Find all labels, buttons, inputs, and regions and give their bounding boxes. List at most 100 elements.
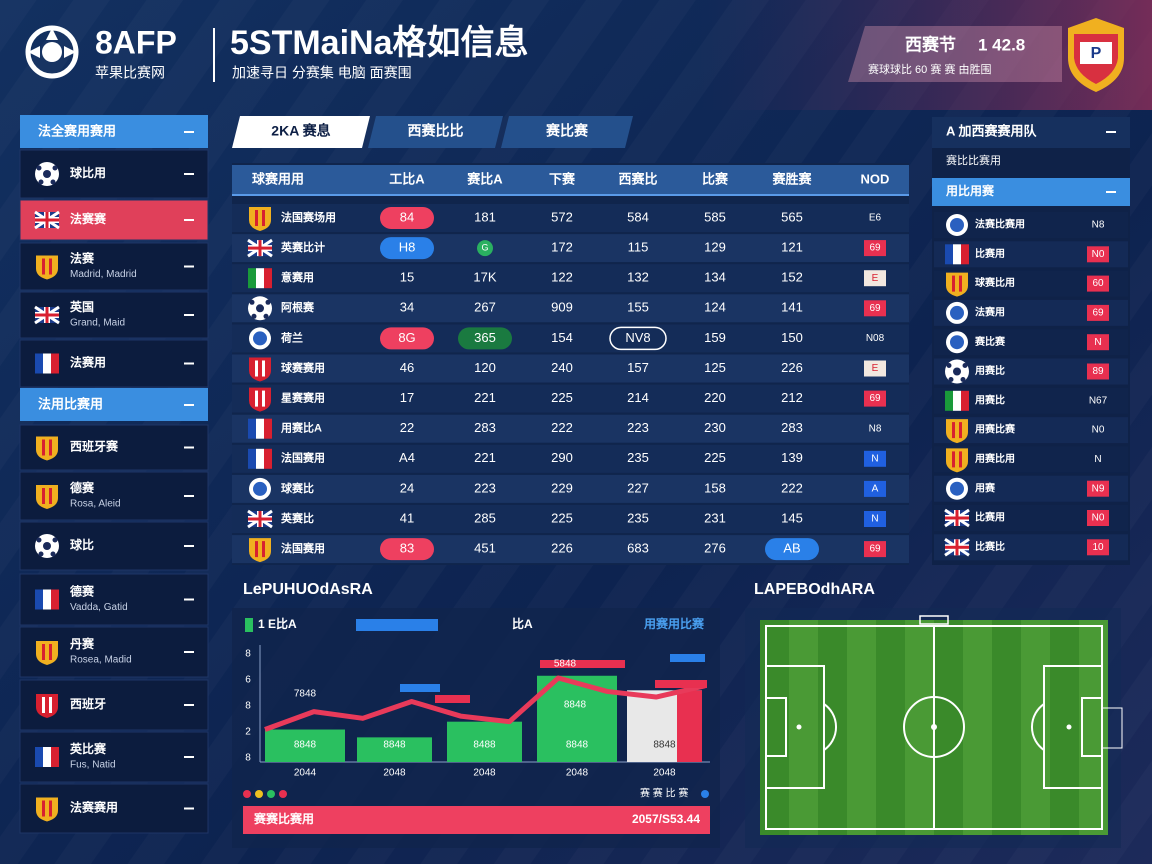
table-row[interactable] — [232, 505, 909, 533]
footer-bar[interactable] — [243, 806, 710, 834]
badge-text: 69 — [869, 544, 881, 555]
dot — [267, 790, 275, 798]
cell: 212 — [781, 390, 803, 405]
team-icon — [946, 301, 968, 324]
table-row[interactable] — [232, 294, 909, 323]
table-row[interactable] — [232, 324, 909, 353]
cell: NV8 — [625, 330, 650, 345]
badge-text: N8 — [869, 423, 882, 434]
icon-part — [36, 694, 58, 718]
cell: 223 — [627, 420, 649, 435]
icon-part — [49, 258, 52, 275]
cell: 150 — [781, 330, 803, 345]
badge — [864, 541, 886, 558]
row-value: N0 — [1092, 425, 1105, 436]
cell: 221 — [474, 390, 496, 405]
team-name: 球赛比 — [281, 481, 314, 495]
table-row[interactable] — [232, 444, 909, 473]
badge — [864, 480, 886, 497]
team-icon — [249, 207, 271, 231]
team-name: 英赛比 — [280, 511, 314, 525]
table-row[interactable] — [232, 204, 909, 232]
team-icon — [36, 436, 58, 461]
team-icon — [248, 418, 272, 439]
item-name: 丹赛 — [70, 636, 95, 651]
table-row[interactable] — [232, 414, 909, 443]
cell: 34 — [400, 300, 414, 315]
tab[interactable] — [368, 116, 503, 148]
row-value: N0 — [1092, 513, 1105, 524]
icon-part — [955, 510, 959, 526]
icon-part — [262, 210, 265, 226]
score-sub: 赛球球比 60 赛 赛 由胜围 — [868, 62, 991, 76]
table-row[interactable] — [232, 384, 909, 413]
badge-text: E — [872, 363, 879, 374]
axis-label: 8 — [245, 649, 251, 660]
badge — [1087, 334, 1109, 351]
score-value: 1 42.8 — [978, 35, 1025, 54]
column-header: 比赛 — [702, 171, 729, 186]
cell: 225 — [704, 450, 726, 465]
team-name: 法国赛用 — [281, 451, 325, 465]
tab[interactable] — [501, 116, 633, 148]
team-icon — [36, 797, 58, 822]
cell: 223 — [474, 480, 496, 495]
cell: 909 — [551, 300, 573, 315]
team-icon — [247, 509, 273, 529]
pill — [477, 240, 493, 257]
icon-part — [35, 589, 43, 610]
icon-part — [265, 299, 271, 305]
icon-part — [248, 418, 256, 439]
team-icon — [35, 747, 59, 767]
team-icon — [35, 589, 59, 610]
team-icon — [35, 162, 59, 186]
annotation: 8848 — [564, 700, 587, 711]
team-icon — [34, 210, 60, 230]
pitch-title: LAPEBOdhARA — [754, 581, 875, 598]
team-icon — [35, 353, 59, 374]
badge — [1087, 304, 1109, 321]
cell: 365 — [474, 330, 496, 345]
row-name: 法赛用 — [975, 306, 1005, 319]
badge — [864, 270, 886, 287]
icon-part — [43, 589, 51, 610]
cell: 230 — [704, 420, 726, 435]
team-icon — [249, 477, 271, 500]
table-row[interactable] — [232, 474, 909, 503]
chart-tag — [590, 660, 625, 668]
panel-sub: 赛比比赛用 — [946, 153, 1001, 167]
badge — [1087, 510, 1109, 526]
footer-label: 赛赛比赛用 — [253, 811, 314, 826]
team-icon — [946, 477, 968, 500]
column-header: NOD — [861, 171, 890, 186]
cell: 572 — [551, 209, 573, 224]
team-name: 荷兰 — [280, 330, 303, 344]
sidebar-item[interactable] — [19, 783, 209, 834]
cell: 283 — [781, 420, 803, 435]
cell: 231 — [704, 510, 726, 525]
table-row[interactable] — [232, 354, 909, 383]
sidebar-item[interactable] — [19, 291, 209, 339]
chart-title: LePUHUOdAsRA — [243, 581, 373, 598]
badge-text: E — [872, 273, 879, 284]
row-value: N67 — [1089, 395, 1108, 406]
icon-part — [258, 511, 262, 527]
row-name: 用赛比 — [974, 364, 1005, 377]
cell: 221 — [474, 450, 496, 465]
table-row[interactable] — [232, 234, 909, 263]
tab-label: 2KA 赛息 — [271, 123, 330, 139]
icon-part — [49, 488, 52, 504]
icon-part — [952, 451, 955, 468]
icon-part — [36, 797, 58, 822]
annotation: 7848 — [294, 689, 317, 700]
row-value: N0 — [1092, 249, 1105, 260]
table-row[interactable] — [232, 264, 909, 293]
cell: 227 — [627, 480, 649, 495]
icon-part — [51, 589, 59, 610]
icon-part — [952, 275, 955, 292]
chart-tag — [670, 654, 705, 662]
icon-part — [255, 390, 258, 407]
row-value: N8 — [1092, 220, 1105, 231]
item-name: 球比 — [70, 537, 94, 552]
tab[interactable] — [232, 116, 370, 148]
